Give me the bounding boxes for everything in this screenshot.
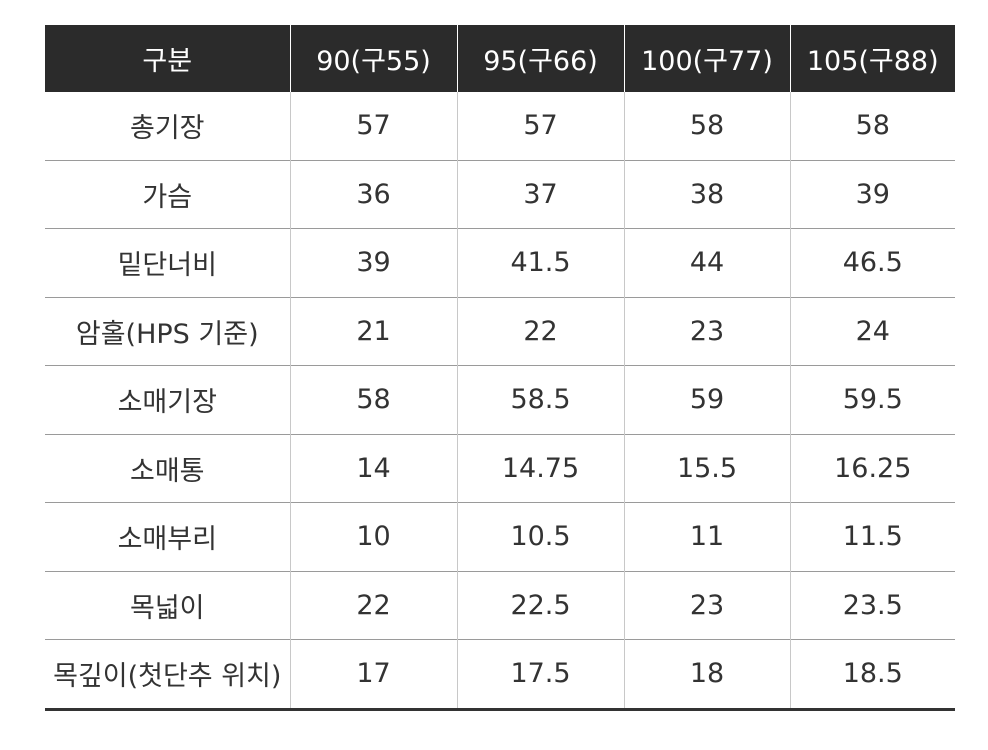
cell: 41.5 xyxy=(456,228,624,297)
table-row: 암홀(HPS 기준) 21 22 23 24 xyxy=(45,296,955,366)
table-row: 가슴 36 37 38 39 xyxy=(45,159,955,229)
cell: 10 xyxy=(289,502,457,571)
cell: 17.5 xyxy=(456,639,624,711)
header-cell: 구분 xyxy=(45,25,290,92)
cell: 58 xyxy=(623,92,790,160)
cell: 59 xyxy=(623,365,790,434)
table-row: 소매통 14 14.75 15.5 16.25 xyxy=(45,433,955,503)
cell: 46.5 xyxy=(789,228,955,297)
table-body: 총기장 57 57 58 58 가슴 36 37 38 39 밑단너비 39 41.5 44 46.5 암홀(… xyxy=(45,92,955,711)
header-cell: 105(구88) xyxy=(789,25,955,92)
cell: 17 xyxy=(289,639,457,711)
header-cell: 95(구66) xyxy=(456,25,624,92)
row-label: 총기장 xyxy=(129,113,205,145)
table-row: 총기장 57 57 58 58 xyxy=(45,92,955,160)
cell: 36 xyxy=(289,159,457,229)
cell: 11.5 xyxy=(789,502,955,571)
cell: 59.5 xyxy=(789,365,955,434)
row-label: 암홀(HPS 기준) xyxy=(45,296,290,366)
header-cell: 100(구77) xyxy=(623,25,790,92)
cell: 39 xyxy=(289,228,457,297)
header-row: 구분 90(구55) 95(구66) 100(구77) 105(구88) xyxy=(45,25,955,92)
cell: 58 xyxy=(789,92,955,160)
cell: 22 xyxy=(456,296,624,366)
table-row: 소매기장 58 58.5 59 59.5 xyxy=(45,365,955,434)
table-row: 소매부리 10 10.5 11 11.5 xyxy=(45,502,955,571)
size-table-wrap: 구분 90(구55) 95(구66) 100(구77) 105(구88) 총기장 57 57… xyxy=(45,25,955,711)
row-label: 목깊이(첫단추 위치) xyxy=(45,639,290,711)
row-label: 소매부리 xyxy=(45,502,290,571)
header-cell: 90(구55) xyxy=(289,25,457,92)
row-label: 가슴 xyxy=(45,159,290,229)
cell: 22 xyxy=(289,570,457,640)
row-label: 목넓이 xyxy=(45,570,290,640)
table-row: 밑단너비 39 41.5 44 46.5 xyxy=(45,228,955,297)
cell: 21 xyxy=(289,296,457,366)
row-label: 소매기장 xyxy=(45,365,290,434)
cell: 57 xyxy=(289,92,457,160)
cell: 16.25 xyxy=(789,433,955,503)
table-row: 목넓이 22 22.5 23 23.5 xyxy=(45,570,955,640)
cell: 24 xyxy=(789,296,955,366)
cell: 38 xyxy=(623,159,790,229)
table-row: 목깊이(첫단추 위치) 17 17.5 18 18.5 xyxy=(45,639,955,711)
cell: 57 xyxy=(456,92,624,160)
cell: 11 xyxy=(623,502,790,571)
cell: 58.5 xyxy=(456,365,624,434)
cell: 37 xyxy=(456,159,624,229)
row-label: 소매통 xyxy=(45,433,290,503)
cell: 10.5 xyxy=(456,502,624,571)
cell: 23 xyxy=(623,296,790,366)
cell: 15.5 xyxy=(623,433,790,503)
cell: 18.5 xyxy=(789,639,955,711)
cell: 14.75 xyxy=(456,433,624,503)
cell: 22.5 xyxy=(456,570,624,640)
cell: 39 xyxy=(789,159,955,229)
row-label: 밑단너비 xyxy=(45,228,290,297)
cell: 18 xyxy=(623,639,790,711)
cell: 23 xyxy=(623,570,790,640)
cell: 58 xyxy=(289,365,457,434)
cell: 44 xyxy=(623,228,790,297)
size-table: 구분 90(구55) 95(구66) 100(구77) 105(구88) 총기장 57 57… xyxy=(45,25,955,711)
cell: 14 xyxy=(289,433,457,503)
cell: 23.5 xyxy=(789,570,955,640)
